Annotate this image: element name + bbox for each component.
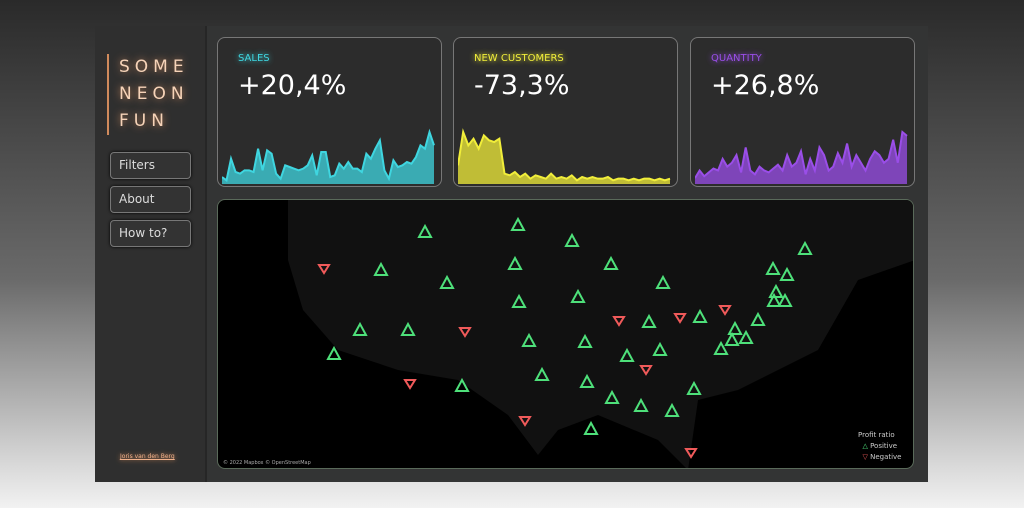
positive-marker[interactable] [373,261,389,276]
kpi-label: SALES [238,53,270,64]
positive-marker[interactable] [777,292,793,307]
map[interactable]: Profit ratio △ Positive ▽ Negative © 202… [217,199,914,469]
positive-marker[interactable] [326,345,342,360]
positive-marker[interactable] [400,321,416,336]
positive-marker[interactable] [417,223,433,238]
negative-marker[interactable] [718,305,732,316]
negative-marker[interactable] [684,448,698,459]
positive-marker[interactable] [727,320,743,335]
how-to-button[interactable]: How to? [110,220,191,247]
kpi-value: -73,3% [474,70,570,101]
positive-marker[interactable] [797,240,813,255]
positive-marker[interactable] [521,332,537,347]
positive-marker[interactable] [686,380,702,395]
negative-marker[interactable] [673,313,687,324]
sparkline-new-customers [458,128,671,184]
positive-marker[interactable] [713,340,729,355]
logo-line: NEON [119,84,189,104]
sidebar: SOME NEON FUN Filters About How to? Jori… [95,26,207,482]
kpi-value: +26,8% [711,70,820,101]
positive-marker[interactable] [511,293,527,308]
positive-marker[interactable] [619,347,635,362]
positive-marker[interactable] [603,255,619,270]
positive-marker[interactable] [570,288,586,303]
sparkline-quantity [695,130,908,184]
kpi-card-new-customers: NEW CUSTOMERS -73,3% [453,37,678,187]
map-credit: © 2022 Mapbox © OpenStreetMap [223,460,311,466]
negative-marker[interactable] [317,264,331,275]
sparkline-area [222,132,434,184]
kpi-card-sales: SALES +20,4% [217,37,442,187]
triangle-down-icon: ▽ [862,453,868,461]
positive-marker[interactable] [766,292,782,307]
negative-marker[interactable] [458,327,472,338]
positive-marker[interactable] [510,216,526,231]
positive-marker[interactable] [652,341,668,356]
positive-marker[interactable] [641,313,657,328]
filters-button[interactable]: Filters [110,152,191,179]
positive-marker[interactable] [633,397,649,412]
legend-item-negative: ▽ Negative [858,452,902,463]
land-mass [288,200,913,468]
positive-marker[interactable] [583,420,599,435]
legend-title: Profit ratio [858,431,895,439]
positive-marker[interactable] [655,274,671,289]
legend-label: Negative [870,453,902,461]
positive-marker[interactable] [765,260,781,275]
positive-marker[interactable] [692,308,708,323]
positive-marker[interactable] [534,366,550,381]
negative-marker[interactable] [612,316,626,327]
positive-marker[interactable] [507,255,523,270]
kpi-label: NEW CUSTOMERS [474,53,564,64]
positive-marker[interactable] [454,377,470,392]
logo-line: SOME [119,57,189,77]
sparkline-line [222,128,435,183]
negative-marker[interactable] [639,365,653,376]
positive-marker[interactable] [564,232,580,247]
positive-marker[interactable] [738,329,754,344]
sparkline-sales [222,128,435,184]
negative-marker[interactable] [518,416,532,427]
positive-marker[interactable] [579,373,595,388]
legend-label: Positive [870,442,898,450]
positive-marker[interactable] [779,266,795,281]
map-legend: Profit ratio △ Positive ▽ Negative [858,430,902,463]
legend-item-positive: △ Positive [858,441,902,452]
dashboard: SOME NEON FUN Filters About How to? Jori… [95,26,928,482]
positive-marker[interactable] [352,321,368,336]
positive-marker[interactable] [439,274,455,289]
positive-marker[interactable] [604,389,620,404]
map-canvas[interactable] [218,200,914,469]
kpi-value: +20,4% [238,70,347,101]
author-link[interactable]: Joris van den Berg [120,453,175,460]
positive-marker[interactable] [724,331,740,346]
sparkline-area [695,132,907,184]
negative-marker[interactable] [403,379,417,390]
kpi-card-quantity: QUANTITY +26,8% [690,37,915,187]
logo-line: FUN [119,111,169,131]
kpi-label: QUANTITY [711,53,762,64]
positive-marker[interactable] [750,311,766,326]
sparkline-line [695,130,908,179]
about-button[interactable]: About [110,186,191,213]
triangle-up-icon: △ [862,442,868,450]
positive-marker[interactable] [664,402,680,417]
positive-marker[interactable] [577,333,593,348]
logo: SOME NEON FUN [107,54,189,135]
sparkline-line [458,128,671,182]
